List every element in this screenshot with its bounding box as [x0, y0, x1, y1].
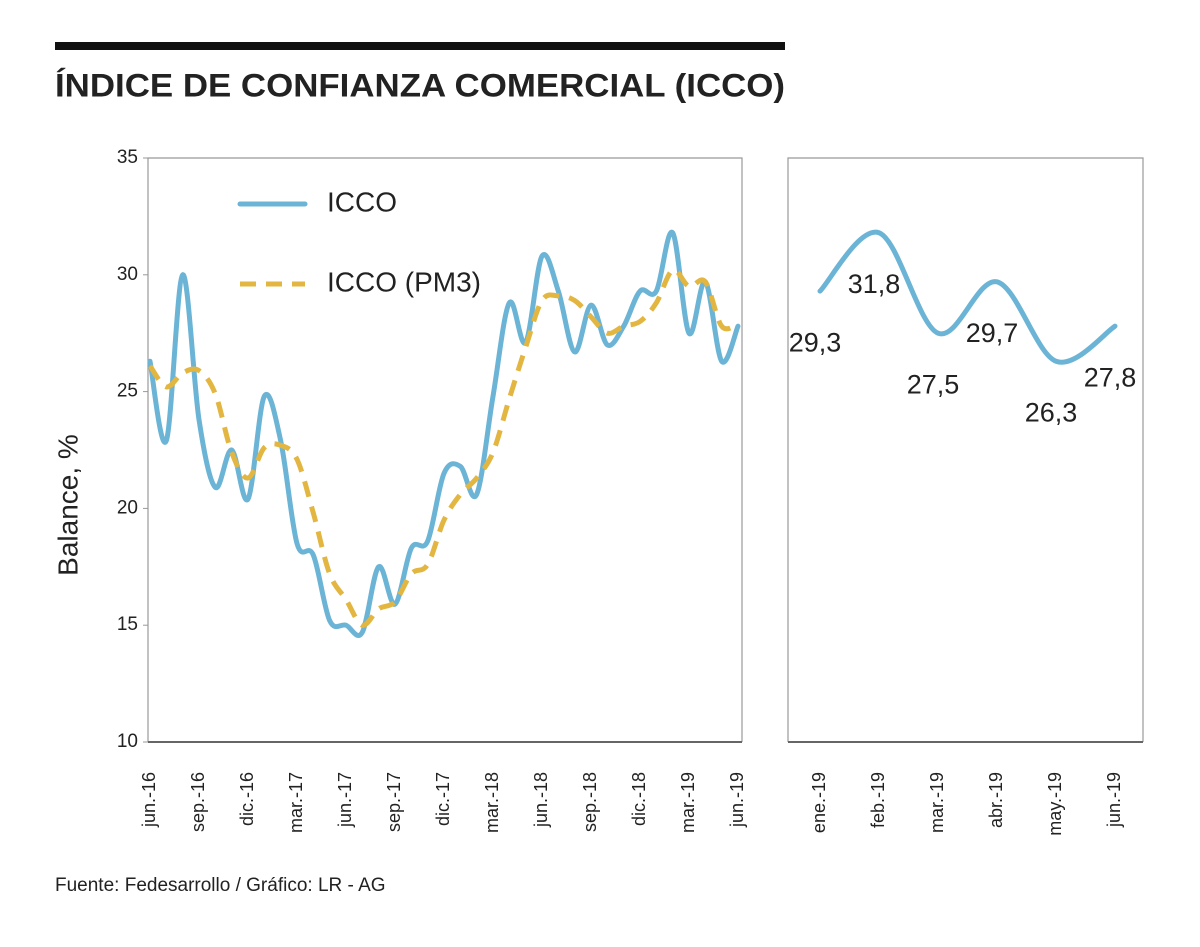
x-tick-label: dic.-16 [237, 772, 257, 826]
x-tick-label: feb.-19 [868, 772, 888, 828]
x-tick-label: dic.-18 [629, 772, 649, 826]
line [147, 267, 739, 628]
data-label: 26,3 [1025, 397, 1078, 427]
y-tick-label: 30 [117, 264, 138, 285]
data-label: 27,5 [907, 369, 960, 399]
x-tick-label: sep.-17 [384, 772, 404, 832]
y-tick-label: 25 [117, 381, 138, 402]
y-tick-label: 10 [117, 731, 138, 752]
legend-label: ICCO [327, 186, 397, 217]
x-tick-label: ene.-19 [809, 772, 829, 833]
x-tick-label: jun.-19 [1104, 772, 1124, 828]
y-tick-label: 15 [117, 614, 138, 635]
x-tick-label: abr.-19 [986, 772, 1006, 828]
data-label: 29,7 [966, 318, 1019, 348]
y-axis-label: Balance, % [52, 434, 83, 576]
x-tick-label: mar.-18 [482, 772, 502, 833]
x-tick-label: may.-19 [1045, 772, 1065, 836]
x-tick-label: jun.-17 [335, 772, 355, 828]
x-tick-label: jun.-16 [139, 772, 159, 828]
legend-label: ICCO (PM3) [327, 266, 481, 297]
x-tick-label: mar.-19 [678, 772, 698, 833]
x-tick-label: jun.-19 [727, 772, 747, 828]
x-tick-label: mar.-17 [286, 772, 306, 833]
x-tick-label: sep.-18 [580, 772, 600, 832]
line [817, 229, 1118, 365]
plot-frame [147, 157, 743, 742]
x-tick-label: sep.-16 [188, 772, 208, 832]
y-tick-label: 35 [117, 147, 138, 168]
title-bar [55, 42, 785, 50]
chart-title: ÍNDICE DE CONFIANZA COMERCIAL (ICCO) [55, 67, 785, 103]
source: Fuente: Fedesarrollo / Gráfico: LR - AG [55, 875, 386, 896]
x-tick-label: jun.-18 [531, 772, 551, 828]
data-label: 29,3 [789, 327, 842, 357]
data-label: 27,8 [1084, 362, 1137, 392]
data-label: 31,8 [848, 269, 901, 299]
x-tick-label: dic.-17 [433, 772, 453, 826]
x-tick-label: mar.-19 [927, 772, 947, 833]
plot-frame [787, 157, 1144, 742]
y-tick-label: 20 [117, 497, 138, 518]
